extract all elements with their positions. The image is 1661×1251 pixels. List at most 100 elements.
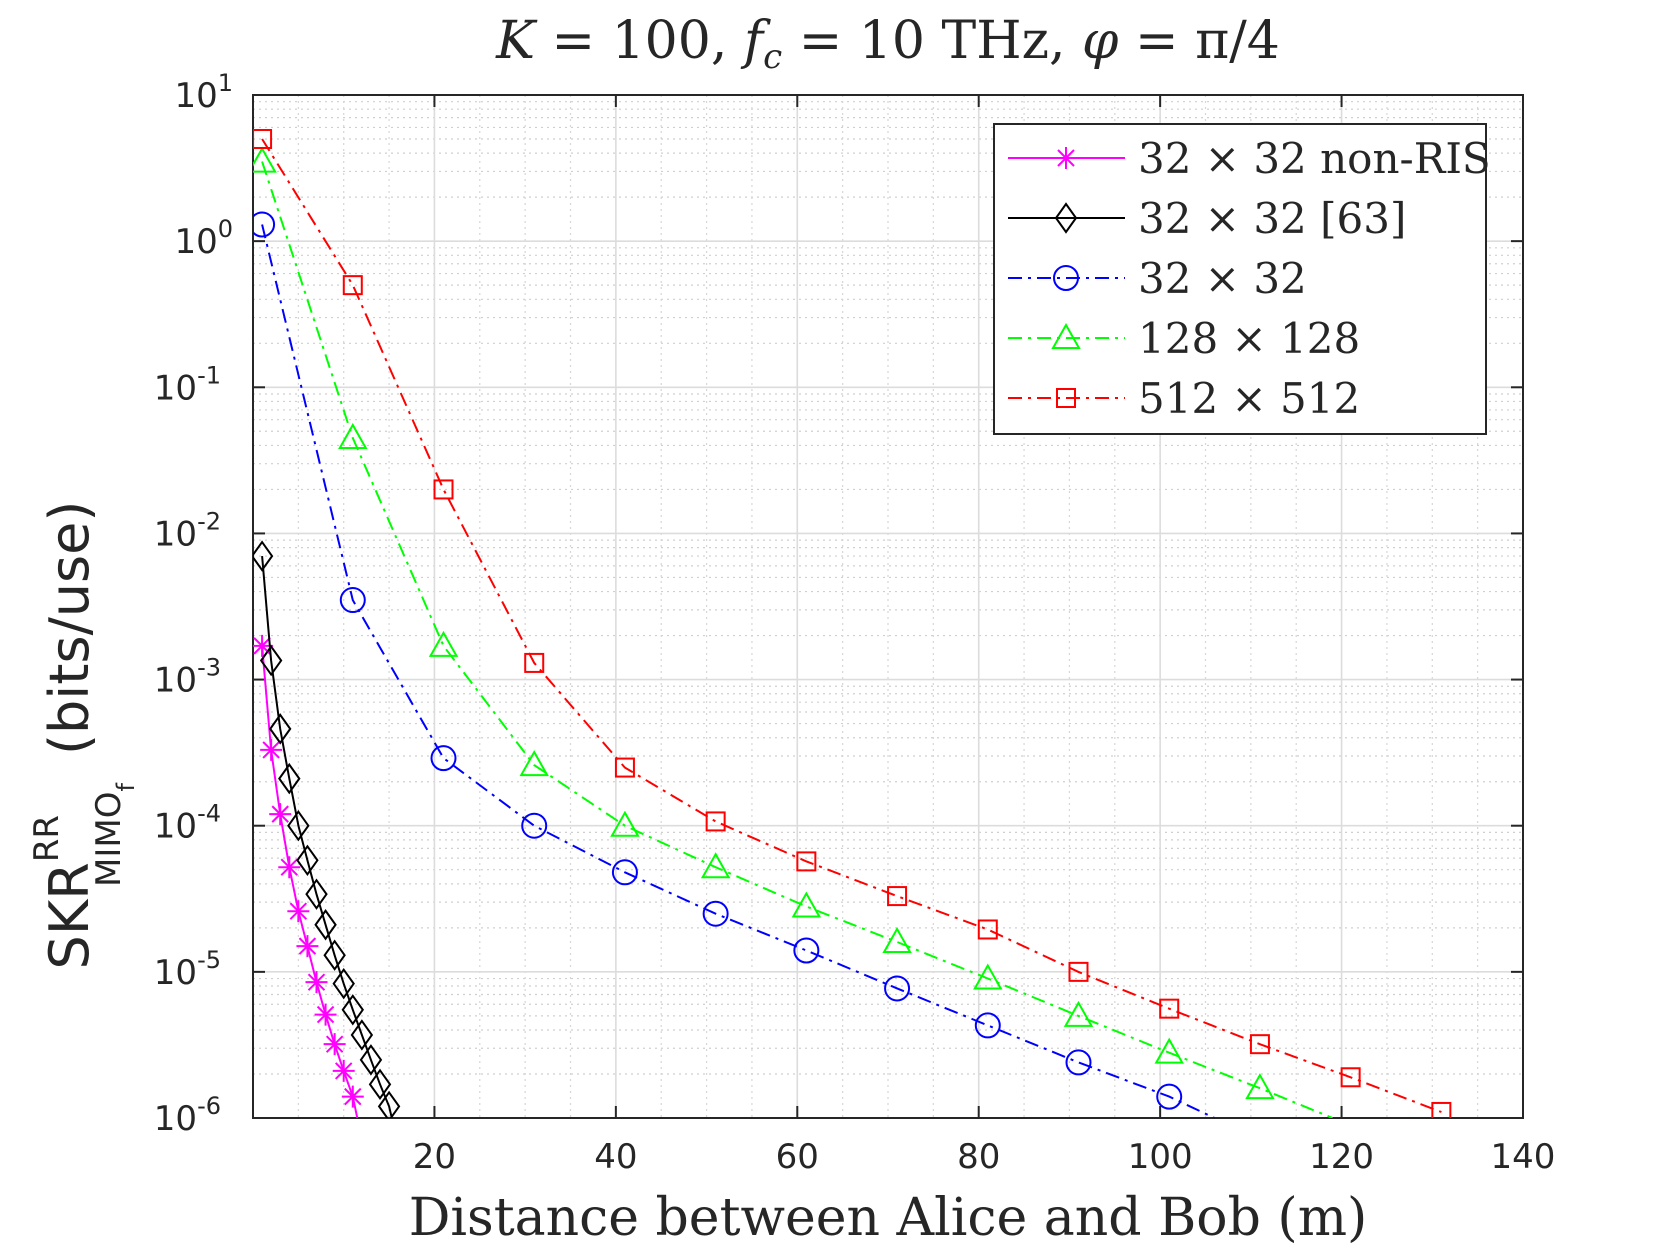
series-line: [261, 645, 359, 1118]
series-1: [253, 540, 401, 1118]
data-point: [253, 128, 273, 149]
data-point: [524, 652, 545, 673]
data-point: [1249, 1034, 1270, 1055]
x-axis-label: Distance between Alice and Bob (m): [409, 1188, 1368, 1246]
data-point: [341, 994, 365, 1026]
data-point: [977, 919, 998, 940]
data-point: [259, 644, 283, 677]
series-2: [253, 211, 1216, 1118]
data-point: [359, 1044, 383, 1076]
data-point: [793, 937, 820, 964]
data-point: [702, 900, 729, 927]
data-point: [278, 762, 301, 795]
data-point: [314, 1003, 337, 1026]
data-point: [1245, 1073, 1275, 1100]
data-point: [610, 810, 640, 837]
legend-marker: [1053, 265, 1079, 291]
data-point: [519, 750, 549, 777]
data-point: [338, 422, 368, 449]
legend-marker: [1054, 202, 1078, 234]
data-point: [268, 713, 292, 745]
data-point: [705, 811, 726, 832]
data-point: [791, 891, 822, 918]
data-point: [521, 812, 548, 839]
legend-label: 32 × 32 [63]: [1138, 194, 1406, 243]
x-tick-label: 120: [1309, 1137, 1374, 1177]
y-axis-label-group: SKRRR MIMOf(bits/use): [27, 501, 140, 970]
data-point: [887, 886, 908, 907]
legend-label: 32 × 32 non-RIS: [1138, 134, 1491, 183]
data-point: [611, 859, 638, 886]
x-tick-label: 80: [957, 1137, 1000, 1177]
legend-label: 512 × 512: [1138, 374, 1360, 423]
data-point: [342, 275, 363, 296]
data-point: [269, 803, 292, 826]
x-tick-label: 40: [594, 1137, 637, 1177]
series-line: [261, 224, 1216, 1118]
data-point: [973, 963, 1003, 990]
data-point: [305, 878, 328, 910]
y-tick-label: 10-1: [154, 361, 221, 408]
chart-title: K = 100, fc = 10 THz, φ = π/4: [495, 11, 1280, 77]
data-point: [1431, 1101, 1452, 1118]
data-point: [314, 909, 337, 941]
series-line: [261, 556, 393, 1118]
data-point: [1154, 1037, 1184, 1064]
y-tick-label: 10-6: [154, 1092, 221, 1139]
legend-marker: [1051, 322, 1081, 349]
series-line: [261, 161, 1333, 1118]
data-point: [323, 1033, 346, 1056]
data-point: [428, 630, 459, 657]
data-point: [287, 900, 310, 923]
data-point: [614, 757, 635, 778]
data-point: [323, 939, 346, 971]
data-point: [332, 1059, 355, 1082]
data-point: [287, 809, 310, 842]
series-3: [253, 146, 1333, 1118]
data-point: [974, 1012, 1001, 1039]
y-tick-label: 101: [174, 69, 233, 116]
y-tick-label: 10-4: [154, 800, 221, 847]
legend-label: 128 × 128: [1138, 314, 1360, 363]
data-point: [305, 971, 328, 994]
legend-marker: [1056, 388, 1076, 408]
data-point: [700, 852, 731, 879]
series-4: [253, 128, 1452, 1118]
data-point: [253, 211, 276, 238]
legend-label: 32 × 32: [1138, 254, 1307, 303]
data-point: [430, 745, 457, 772]
data-point: [339, 587, 366, 614]
data-point: [253, 540, 274, 572]
y-tick-label: 10-5: [154, 946, 221, 993]
y-tick-label: 10-2: [154, 507, 221, 554]
axes-box: [252, 94, 1524, 1119]
x-tick-label: 100: [1128, 1137, 1193, 1177]
data-point: [296, 844, 319, 877]
data-point: [884, 975, 911, 1002]
data-point: [796, 851, 817, 872]
data-point: [1068, 961, 1089, 982]
data-point: [332, 967, 355, 1000]
data-point: [1159, 998, 1180, 1019]
data-point: [1063, 1000, 1094, 1027]
y-tick-label: 10-3: [154, 654, 221, 701]
data-point: [882, 926, 912, 954]
data-point: [253, 634, 274, 657]
legend-marker: [1055, 147, 1077, 169]
series-0: [253, 634, 364, 1118]
data-point: [296, 935, 319, 958]
data-point: [260, 738, 283, 761]
x-tick-label: 60: [776, 1137, 819, 1177]
data-point: [368, 1068, 392, 1101]
y-axis-label: SKRRR MIMOf(bits/use): [27, 501, 140, 970]
data-point: [341, 1085, 364, 1108]
data-point: [433, 479, 454, 500]
series-line: [261, 138, 1442, 1113]
plot-area: 20 40 60 80 100 120 140 101 100 10-1 10-2 10-3 10-4 1…: [154, 69, 1556, 1177]
data-point: [253, 146, 277, 173]
data-point: [350, 1019, 374, 1051]
data-point: [278, 856, 301, 879]
x-tick-label: 140: [1491, 1137, 1556, 1177]
